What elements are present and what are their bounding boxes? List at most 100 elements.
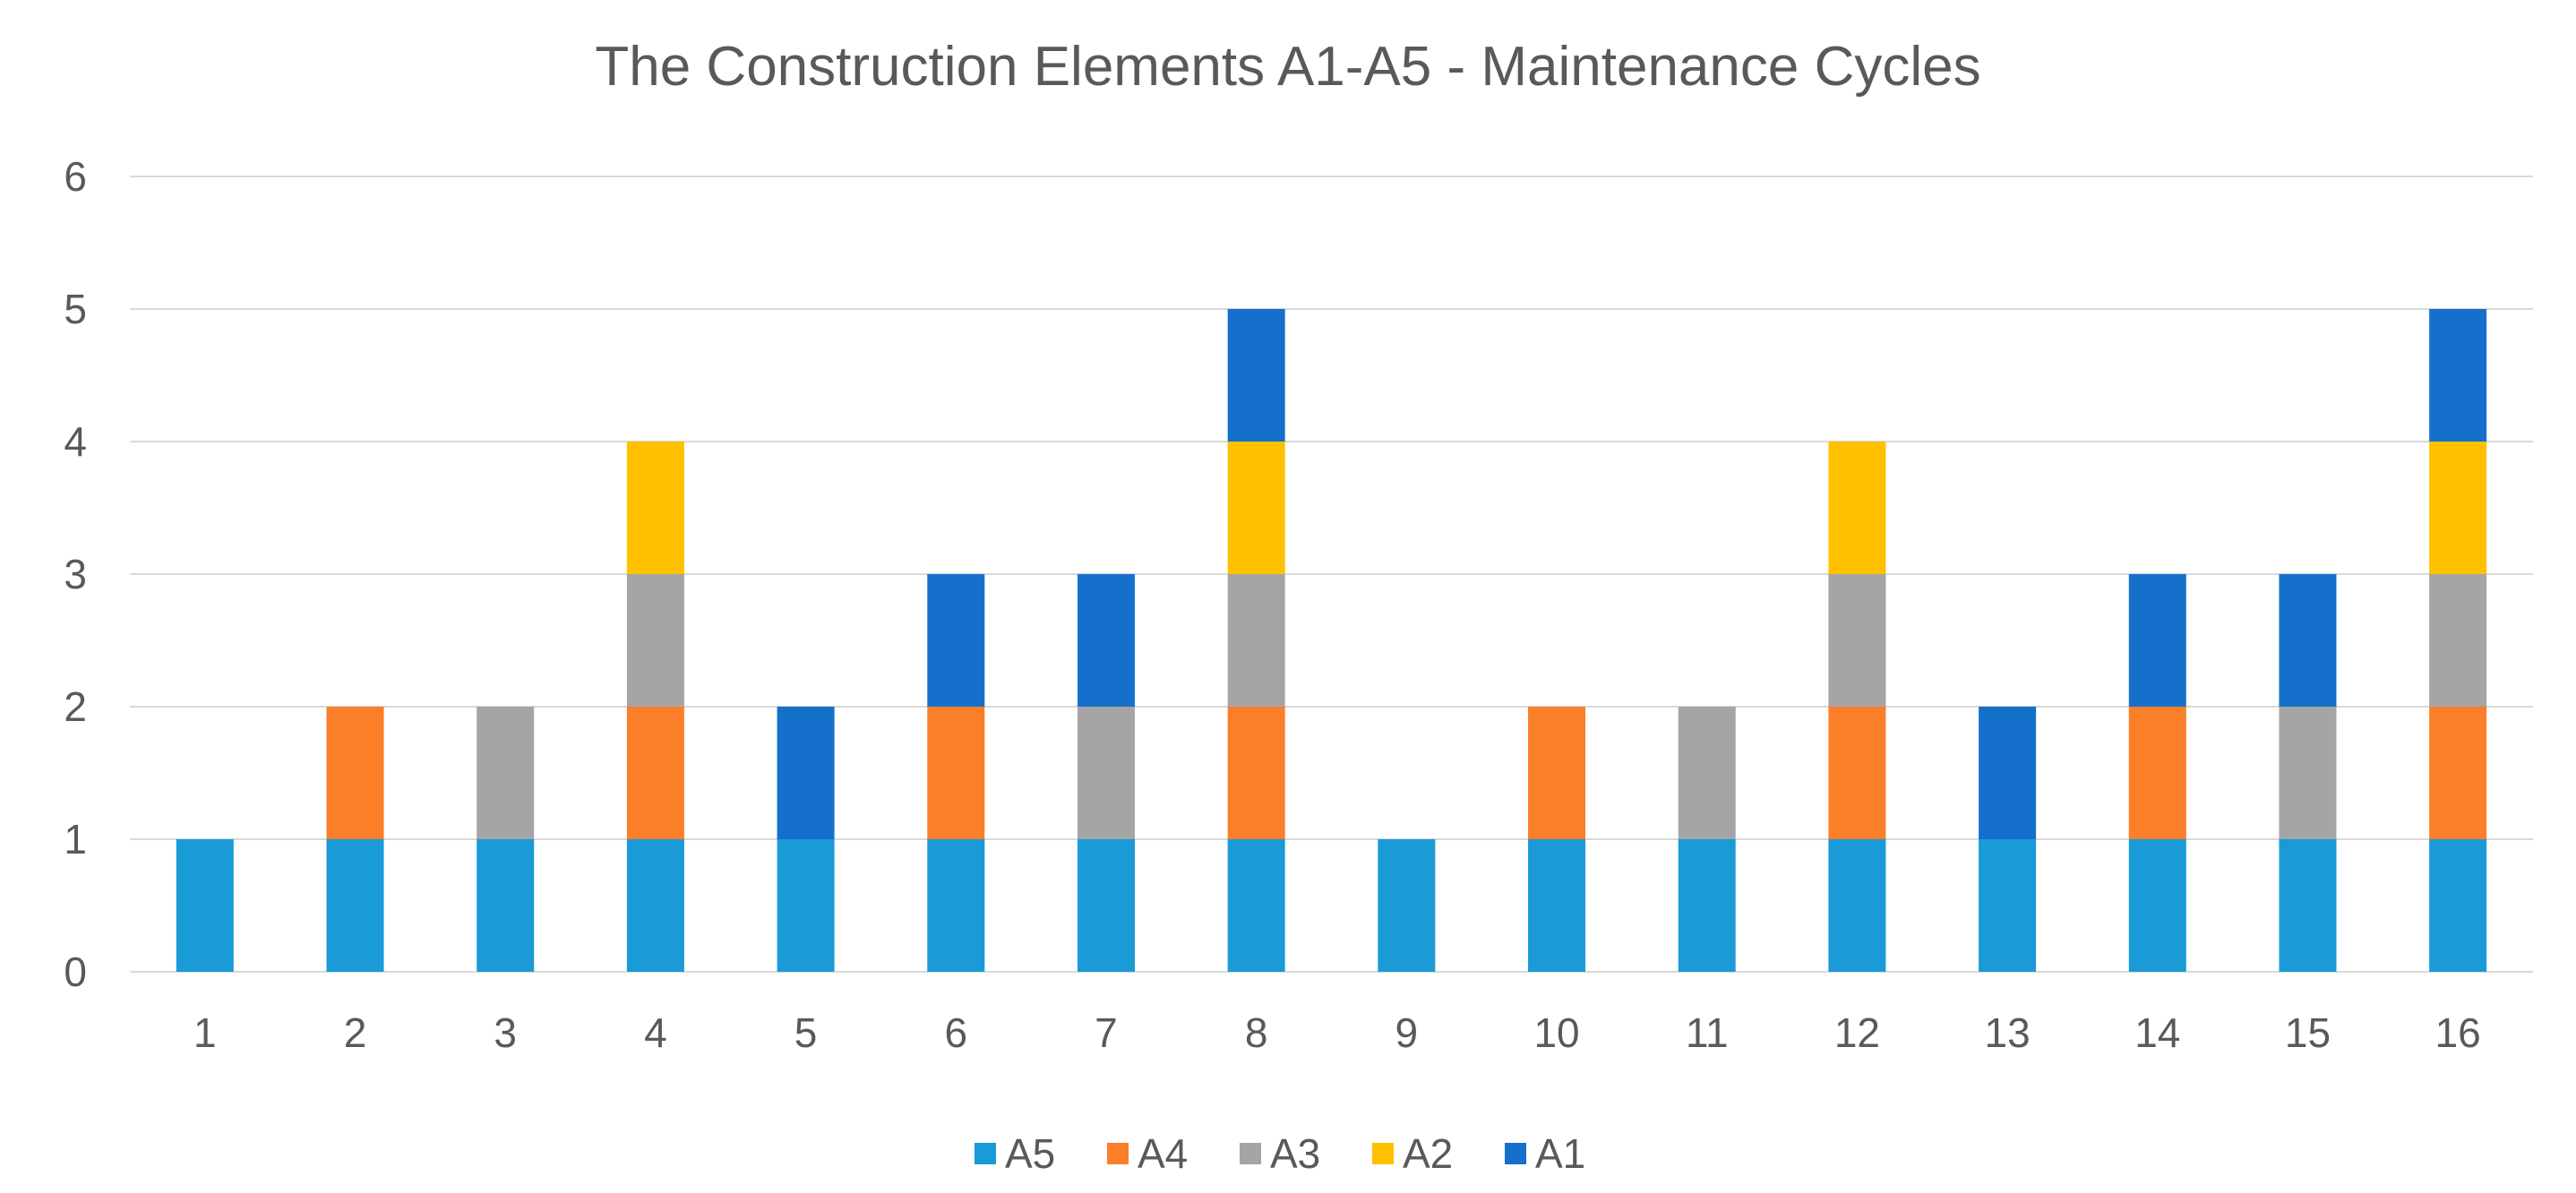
bar-a1-15: [2279, 574, 2337, 707]
y-tick-label: 6: [64, 153, 87, 200]
x-tick-label: 5: [794, 1009, 818, 1056]
x-tick-label: 16: [2435, 1009, 2481, 1056]
legend-label: A1: [1535, 1130, 1585, 1177]
bar-a4-16: [2429, 707, 2487, 839]
x-tick-label: 14: [2134, 1009, 2180, 1056]
x-tick-label: 10: [1533, 1009, 1579, 1056]
bar-a3-11: [1678, 707, 1736, 839]
legend-item-a5: A5: [975, 1130, 1055, 1177]
bar-a5-10: [1528, 839, 1586, 972]
bar-stack-6: [927, 574, 985, 972]
y-tick-label: 1: [64, 816, 87, 863]
bar-stack-16: [2429, 309, 2487, 972]
x-tick-label: 4: [644, 1009, 667, 1056]
x-tick-label: 15: [2285, 1009, 2331, 1056]
bar-a5-3: [477, 839, 535, 972]
bar-stack-4: [626, 442, 684, 972]
bar-a5-6: [927, 839, 985, 972]
bar-stack-11: [1678, 707, 1736, 972]
bar-stack-8: [1227, 309, 1285, 972]
bar-a2-8: [1227, 442, 1285, 574]
bar-a4-12: [1828, 707, 1886, 839]
bar-a1-8: [1227, 309, 1285, 442]
bar-a5-9: [1378, 839, 1436, 972]
bar-a3-8: [1227, 574, 1285, 707]
bar-a4-2: [326, 707, 384, 839]
bar-stack-9: [1378, 839, 1436, 972]
y-tick-label: 0: [64, 948, 87, 995]
x-tick-label: 7: [1095, 1009, 1118, 1056]
bar-a1-6: [927, 574, 985, 707]
bar-stack-2: [326, 707, 384, 972]
bar-a2-16: [2429, 442, 2487, 574]
bar-a5-14: [2128, 839, 2186, 972]
bars: [176, 309, 2487, 972]
x-tick-label: 6: [944, 1009, 967, 1056]
bar-stack-5: [777, 707, 835, 972]
x-tick-label: 8: [1245, 1009, 1268, 1056]
x-tick-label: 1: [193, 1009, 217, 1056]
legend-swatch: [1240, 1143, 1261, 1164]
bar-a5-15: [2279, 839, 2337, 972]
bar-a4-8: [1227, 707, 1285, 839]
chart-title: The Construction Elements A1-A5 - Mainte…: [595, 36, 1980, 98]
bar-a5-8: [1227, 839, 1285, 972]
x-tick-label: 3: [494, 1009, 517, 1056]
bar-a1-7: [1077, 574, 1135, 707]
legend-label: A5: [1005, 1130, 1055, 1177]
bar-a5-1: [176, 839, 234, 972]
y-tick-label: 4: [64, 418, 87, 465]
legend-label: A3: [1270, 1130, 1320, 1177]
bar-a3-3: [477, 707, 535, 839]
x-tick-label: 9: [1395, 1009, 1419, 1056]
y-tick-label: 5: [64, 286, 87, 332]
x-tick-label: 2: [344, 1009, 367, 1056]
bar-a2-12: [1828, 442, 1886, 574]
bar-a5-13: [1979, 839, 2037, 972]
legend-item-a4: A4: [1107, 1130, 1188, 1177]
bar-a5-16: [2429, 839, 2487, 972]
x-tick-label: 11: [1686, 1009, 1729, 1056]
bar-a1-16: [2429, 309, 2487, 442]
bar-a5-12: [1828, 839, 1886, 972]
y-tick-label: 2: [64, 683, 87, 730]
bar-a5-11: [1678, 839, 1736, 972]
bar-a4-10: [1528, 707, 1586, 839]
legend-item-a1: A1: [1505, 1130, 1585, 1177]
legend-label: A2: [1403, 1130, 1453, 1177]
bar-stack-15: [2279, 574, 2337, 972]
legend-swatch: [1107, 1143, 1129, 1164]
bar-stack-3: [477, 707, 535, 972]
legend-swatch: [975, 1143, 996, 1164]
bar-a5-2: [326, 839, 384, 972]
bar-a5-4: [626, 839, 684, 972]
bar-stack-1: [176, 839, 234, 972]
legend-item-a2: A2: [1372, 1130, 1453, 1177]
bar-a3-4: [626, 574, 684, 707]
legend: A5 A4 A3 A2 A1: [975, 1130, 1585, 1177]
bar-stack-13: [1979, 707, 2037, 972]
bar-a3-16: [2429, 574, 2487, 707]
bar-a3-15: [2279, 707, 2337, 839]
bar-stack-12: [1828, 442, 1886, 972]
bar-a4-4: [626, 707, 684, 839]
y-axis-ticks: 0 1 2 3 4 5 6: [64, 153, 87, 995]
bar-a4-14: [2128, 707, 2186, 839]
bar-a5-7: [1077, 839, 1135, 972]
y-tick-label: 3: [64, 551, 87, 597]
legend-swatch: [1505, 1143, 1526, 1164]
legend-item-a3: A3: [1240, 1130, 1320, 1177]
bar-stack-7: [1077, 574, 1135, 972]
bar-a1-5: [777, 707, 835, 839]
x-axis-ticks: 1 2 3 4 5 6 7 8 9 10 11 12 13 14 15 16: [193, 1009, 2481, 1056]
legend-swatch: [1372, 1143, 1394, 1164]
bar-stack-14: [2128, 574, 2186, 972]
bar-a2-4: [626, 442, 684, 574]
bar-a1-13: [1979, 707, 2037, 839]
bar-a4-6: [927, 707, 985, 839]
legend-label: A4: [1138, 1130, 1188, 1177]
bar-a3-7: [1077, 707, 1135, 839]
x-tick-label: 12: [1834, 1009, 1880, 1056]
bar-stack-10: [1528, 707, 1586, 972]
